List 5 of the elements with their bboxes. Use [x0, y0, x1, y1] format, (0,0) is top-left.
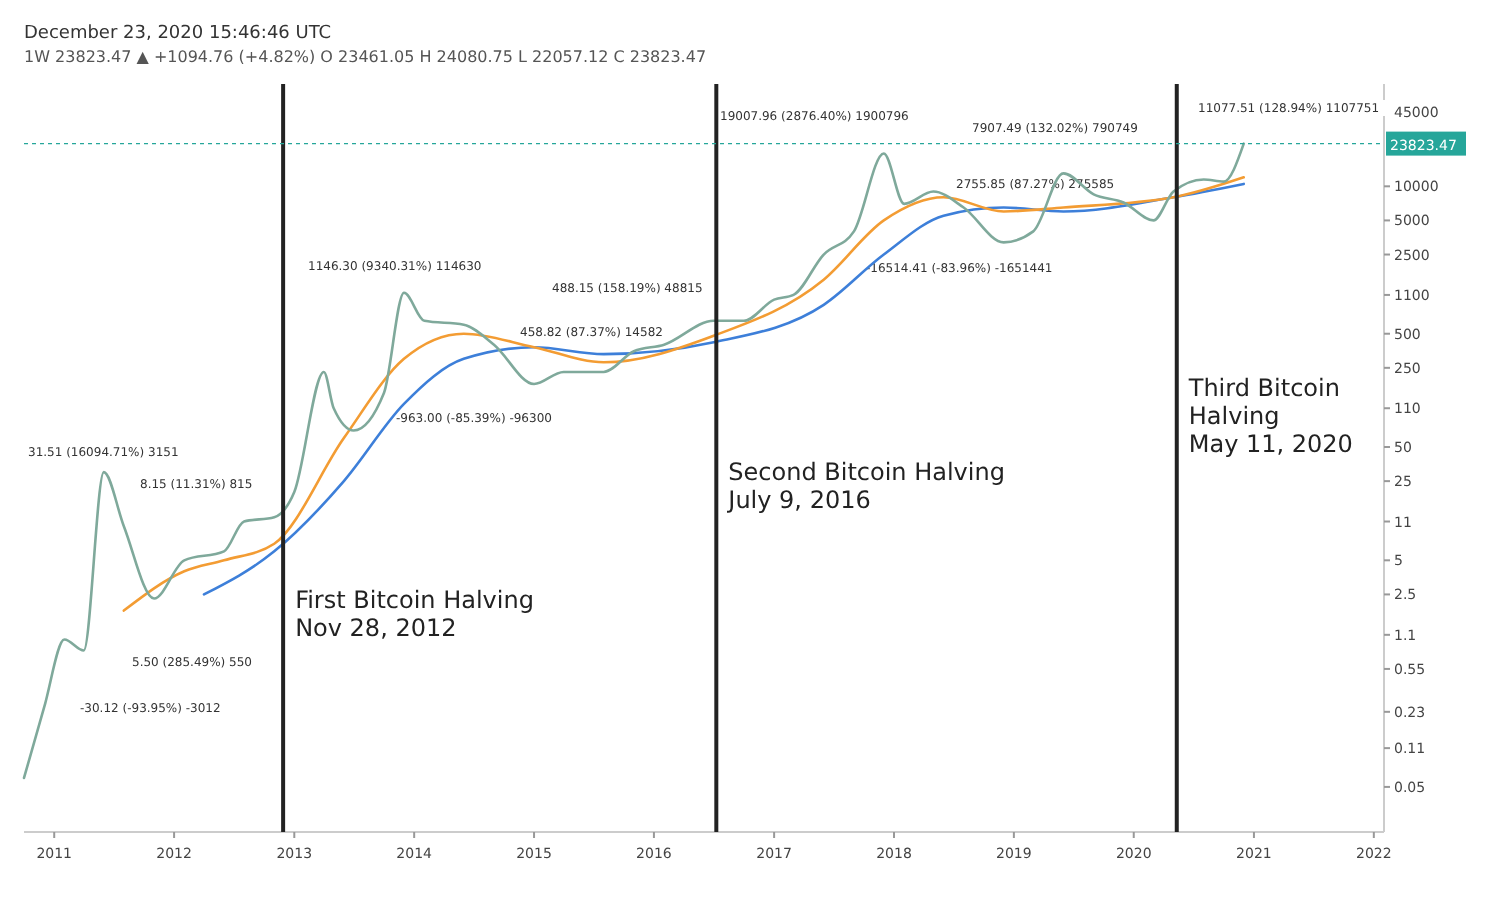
chart-title: December 23, 2020 15:46:46 UTC — [24, 24, 332, 44]
ref-line-label: Second Bitcoin Halving July 9, 2016 — [726, 458, 1005, 514]
chart-subtitle: 1W 23823.47 ▲ +1094.76 (+4.82%) O 23461.05 H 24080.75 L 22057.12 C 23823.47 — [24, 48, 707, 66]
ref-line-label: Third Bitcoin Halving May 11, 2020 — [1186, 374, 1353, 458]
ref-line-label: First Bitcoin Halving Nov 28, 2012 — [295, 586, 534, 642]
